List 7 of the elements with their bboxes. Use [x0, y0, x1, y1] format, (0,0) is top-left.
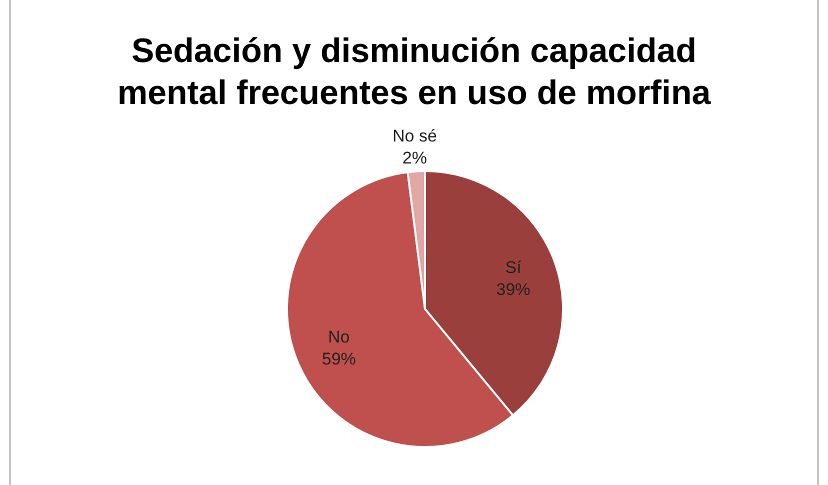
slice-label: Sí — [505, 258, 522, 278]
data-label: 2% — [402, 148, 427, 168]
data-label: 39% — [496, 280, 530, 300]
data-label: 59% — [322, 349, 356, 368]
slice-label: No — [328, 327, 350, 346]
chart-title: Sedación y disminución capacidad mental frecuentes en uso de morfina — [117, 32, 712, 112]
slice-label: No sé — [392, 126, 437, 146]
